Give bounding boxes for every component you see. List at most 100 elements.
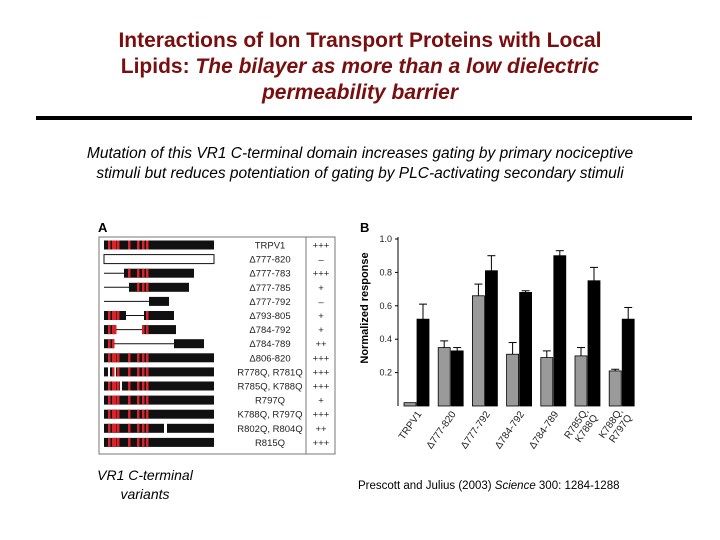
construct-score: +++ (313, 353, 330, 364)
basic-residue-mark (128, 381, 131, 391)
basic-residue-mark (128, 240, 131, 250)
construct-name: TRPV1 (255, 241, 286, 252)
basic-residue-mark (112, 437, 115, 447)
construct-segment (149, 296, 169, 306)
y-tick-label: 1.0 (379, 234, 392, 244)
construct-name: Δ777-792 (249, 297, 290, 308)
basic-residue-mark (108, 395, 111, 405)
bar (587, 280, 601, 407)
basic-residue-mark (137, 367, 140, 377)
construct-score: – (318, 255, 324, 266)
construct-row: Δ784-792 + (104, 325, 324, 336)
basic-residue-mark (128, 437, 131, 447)
basic-residue-mark (117, 437, 120, 447)
basic-residue-mark (137, 395, 140, 405)
basic-residue-mark (112, 339, 115, 349)
basic-residue-mark (142, 282, 145, 292)
x-tick-label: Δ777-792 (459, 409, 493, 451)
construct-score: ++ (315, 339, 327, 350)
construct-name: Δ784-789 (249, 339, 290, 350)
basic-residue-mark (146, 268, 149, 278)
bar (540, 357, 554, 407)
basic-residue-mark (112, 395, 115, 405)
construct-score: + (318, 396, 324, 407)
basic-residue-mark (128, 353, 131, 363)
construct-segment (116, 367, 214, 377)
basic-residue-mark (146, 311, 149, 320)
basic-residue-mark (108, 437, 111, 447)
citation: Prescott and Julius (2003) Science 300: … (358, 480, 620, 492)
basic-residue-mark (114, 240, 117, 250)
basic-residue-mark (128, 423, 131, 433)
title-line-3: permeability barrier (261, 81, 459, 104)
construct-row: Δ777-792 – (104, 296, 324, 308)
construct-row: K788Q, R797Q +++ (104, 409, 330, 421)
y-tick-label: 0.4 (379, 334, 392, 344)
construct-row: Δ784-789 ++ (104, 339, 327, 350)
y-axis-label: Normalized response (359, 252, 371, 363)
y-tick-label: 0.6 (379, 301, 392, 311)
construct-name: Δ793-805 (249, 311, 290, 322)
bar (450, 350, 464, 407)
basic-residue-mark (146, 367, 149, 377)
construct-name: Δ777-785 (249, 283, 290, 294)
bar (621, 318, 635, 407)
construct-score: +++ (313, 269, 330, 280)
basic-residue-mark (114, 409, 117, 419)
construct-name: Δ784-792 (249, 325, 290, 336)
construct-name: Δ777-820 (249, 255, 290, 266)
figure-caption: Mutation of this VR1 C-terminal domain i… (86, 145, 634, 182)
construct-segment (122, 381, 214, 391)
bar (574, 355, 588, 407)
bar (416, 318, 430, 407)
basic-residue-mark (137, 381, 140, 391)
basic-residue-mark (146, 409, 149, 419)
construct-segment (104, 240, 214, 250)
construct-row: R815Q +++ (104, 437, 330, 449)
construct-segment (104, 409, 214, 419)
basic-residue-mark (114, 381, 117, 391)
basic-residue-mark (142, 409, 145, 419)
panel-a-label: A (98, 220, 108, 235)
construct-name: Δ777-783 (249, 269, 290, 280)
construct-score: +++ (313, 438, 330, 449)
basic-residue-mark (142, 325, 145, 335)
bar (437, 347, 451, 407)
basic-residue-mark (142, 353, 145, 363)
construct-row: Δ777-783 +++ (104, 268, 330, 280)
x-tick-label: K788Q,R797Q (597, 406, 635, 447)
construct-score: + (318, 311, 324, 322)
basic-residue-mark (108, 311, 111, 320)
y-ticks: 1.0 0.8 0.6 0.4 0.2 (379, 234, 398, 378)
basic-residue-mark (117, 423, 120, 433)
construct-score: + (318, 283, 324, 294)
x-labels: TRPV1 Δ777-820 Δ777-792 Δ784-792 Δ784-789 R78… (397, 406, 635, 452)
panel-a-frame (98, 236, 336, 455)
construct-score: +++ (313, 410, 330, 421)
bar (484, 270, 498, 407)
construct-score: – (318, 297, 324, 308)
construct-segment (144, 311, 174, 320)
construct-score: +++ (313, 367, 330, 378)
panel-a: A TRPV1 +++Δ777-820 –Δ777-783 +++Δ777-785 +Δ… (98, 220, 336, 455)
basic-residue-mark (114, 423, 117, 433)
basic-residue-mark (146, 282, 149, 292)
basic-residue-mark (108, 339, 111, 349)
basic-residue-mark (112, 367, 115, 377)
construct-name: R785Q, K788Q (238, 382, 303, 393)
basic-residue-mark (137, 353, 140, 363)
construct-name: K788Q, R797Q (238, 410, 303, 421)
construct-row: R778Q, R781Q +++ (104, 367, 330, 378)
basic-residue-mark (146, 353, 149, 363)
construct-name: R802Q, R804Q (237, 424, 302, 435)
basic-residue-mark (128, 395, 131, 405)
construct-row: R802Q, R804Q ++ (104, 423, 327, 435)
construct-name: R778Q, R781Q (237, 367, 302, 378)
basic-residue-mark (114, 353, 117, 363)
construct-row: Δ777-785 + (104, 282, 324, 294)
basic-residue-mark (146, 437, 149, 447)
construct-row: Δ793-805 + (104, 311, 324, 322)
title-line-2: Lipids: The bilayer as more than a low d… (40, 54, 680, 80)
basic-residue-mark (112, 240, 115, 250)
construct-segment (104, 353, 214, 363)
